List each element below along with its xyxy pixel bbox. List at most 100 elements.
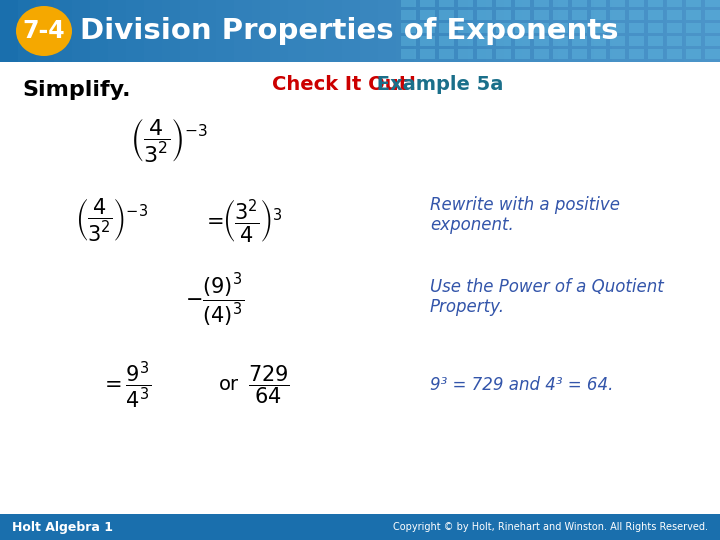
Text: $-\dfrac{(9)^3}{(4)^3}$: $-\dfrac{(9)^3}{(4)^3}$ xyxy=(185,271,244,329)
FancyBboxPatch shape xyxy=(553,0,568,7)
Bar xyxy=(162,0,180,62)
Bar xyxy=(594,0,612,62)
FancyBboxPatch shape xyxy=(629,49,644,59)
FancyBboxPatch shape xyxy=(629,0,644,7)
FancyBboxPatch shape xyxy=(439,36,454,46)
FancyBboxPatch shape xyxy=(534,0,549,7)
FancyBboxPatch shape xyxy=(686,23,701,33)
Bar xyxy=(360,0,378,62)
FancyBboxPatch shape xyxy=(496,49,511,59)
FancyBboxPatch shape xyxy=(420,0,435,7)
Text: 7-4: 7-4 xyxy=(23,19,66,43)
FancyBboxPatch shape xyxy=(439,49,454,59)
FancyBboxPatch shape xyxy=(572,23,587,33)
FancyBboxPatch shape xyxy=(591,23,606,33)
Bar xyxy=(432,0,450,62)
FancyBboxPatch shape xyxy=(439,10,454,20)
FancyBboxPatch shape xyxy=(610,36,625,46)
FancyBboxPatch shape xyxy=(439,0,454,7)
Text: $=\dfrac{9^3}{4^3}$: $=\dfrac{9^3}{4^3}$ xyxy=(100,359,151,410)
Bar xyxy=(180,0,198,62)
FancyBboxPatch shape xyxy=(572,36,587,46)
FancyBboxPatch shape xyxy=(477,23,492,33)
FancyBboxPatch shape xyxy=(553,23,568,33)
Bar xyxy=(576,0,594,62)
Bar xyxy=(270,0,288,62)
Bar xyxy=(558,0,576,62)
Bar xyxy=(126,0,144,62)
FancyBboxPatch shape xyxy=(458,49,473,59)
FancyBboxPatch shape xyxy=(401,0,416,7)
FancyBboxPatch shape xyxy=(401,23,416,33)
FancyBboxPatch shape xyxy=(686,36,701,46)
FancyBboxPatch shape xyxy=(496,0,511,7)
Bar xyxy=(666,0,684,62)
Bar xyxy=(468,0,486,62)
FancyBboxPatch shape xyxy=(401,49,416,59)
Bar xyxy=(216,0,234,62)
FancyBboxPatch shape xyxy=(610,0,625,7)
FancyBboxPatch shape xyxy=(686,0,701,7)
FancyBboxPatch shape xyxy=(458,23,473,33)
FancyBboxPatch shape xyxy=(477,0,492,7)
FancyBboxPatch shape xyxy=(572,0,587,7)
FancyBboxPatch shape xyxy=(648,10,663,20)
FancyBboxPatch shape xyxy=(534,36,549,46)
Text: Check It Out!: Check It Out! xyxy=(272,76,418,94)
Bar xyxy=(486,0,504,62)
FancyBboxPatch shape xyxy=(458,10,473,20)
FancyBboxPatch shape xyxy=(705,49,720,59)
Bar xyxy=(540,0,558,62)
Bar xyxy=(198,0,216,62)
Bar xyxy=(0,0,720,62)
Bar xyxy=(414,0,432,62)
Bar xyxy=(684,0,702,62)
FancyBboxPatch shape xyxy=(458,0,473,7)
FancyBboxPatch shape xyxy=(477,10,492,20)
Bar xyxy=(18,0,36,62)
Bar xyxy=(396,0,414,62)
Bar xyxy=(630,0,648,62)
Text: 9³ = 729 and 4³ = 64.: 9³ = 729 and 4³ = 64. xyxy=(430,376,613,394)
FancyBboxPatch shape xyxy=(610,49,625,59)
Text: Rewrite with a positive
exponent.: Rewrite with a positive exponent. xyxy=(430,195,620,234)
Bar xyxy=(522,0,540,62)
Text: Division Properties of Exponents: Division Properties of Exponents xyxy=(80,17,618,45)
Bar xyxy=(378,0,396,62)
Text: $\left(\dfrac{3^2}{4}\right)^{3}$: $\left(\dfrac{3^2}{4}\right)^{3}$ xyxy=(222,197,283,244)
FancyBboxPatch shape xyxy=(648,0,663,7)
FancyBboxPatch shape xyxy=(667,23,682,33)
FancyBboxPatch shape xyxy=(496,23,511,33)
FancyBboxPatch shape xyxy=(648,36,663,46)
FancyBboxPatch shape xyxy=(591,0,606,7)
FancyBboxPatch shape xyxy=(572,49,587,59)
Bar xyxy=(234,0,252,62)
Bar xyxy=(450,0,468,62)
Text: $\mathrm{or}$: $\mathrm{or}$ xyxy=(218,375,240,395)
FancyBboxPatch shape xyxy=(458,36,473,46)
FancyBboxPatch shape xyxy=(439,23,454,33)
Text: $\dfrac{729}{64}$: $\dfrac{729}{64}$ xyxy=(248,364,289,406)
FancyBboxPatch shape xyxy=(496,36,511,46)
Bar xyxy=(108,0,126,62)
Bar xyxy=(306,0,324,62)
FancyBboxPatch shape xyxy=(648,49,663,59)
Bar xyxy=(54,0,72,62)
FancyBboxPatch shape xyxy=(705,10,720,20)
FancyBboxPatch shape xyxy=(401,36,416,46)
Bar xyxy=(0,514,720,540)
FancyBboxPatch shape xyxy=(667,36,682,46)
Bar xyxy=(648,0,666,62)
Bar xyxy=(702,0,720,62)
FancyBboxPatch shape xyxy=(629,36,644,46)
FancyBboxPatch shape xyxy=(477,36,492,46)
FancyBboxPatch shape xyxy=(591,10,606,20)
FancyBboxPatch shape xyxy=(401,10,416,20)
FancyBboxPatch shape xyxy=(420,36,435,46)
FancyBboxPatch shape xyxy=(515,0,530,7)
FancyBboxPatch shape xyxy=(534,10,549,20)
FancyBboxPatch shape xyxy=(420,10,435,20)
Bar xyxy=(144,0,162,62)
FancyBboxPatch shape xyxy=(553,36,568,46)
FancyBboxPatch shape xyxy=(496,10,511,20)
